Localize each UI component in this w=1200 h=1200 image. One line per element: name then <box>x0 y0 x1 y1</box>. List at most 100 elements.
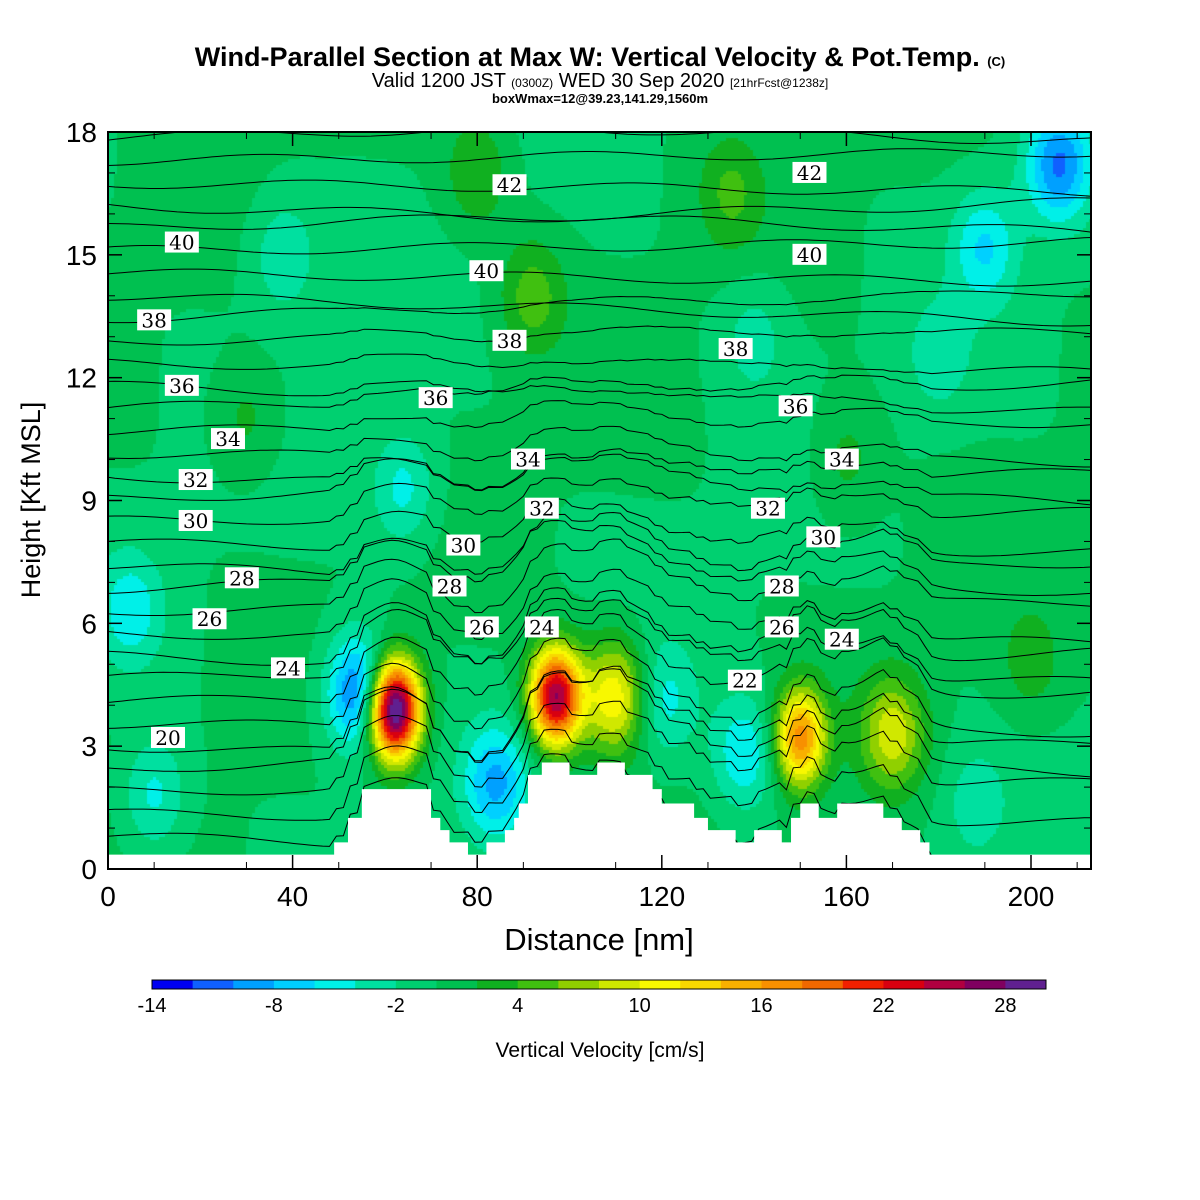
isentrope-label-bg <box>792 243 827 265</box>
isentrope-label-bg <box>492 329 527 351</box>
isentrope-label-bg <box>464 616 499 638</box>
isentrope-label: 20 <box>155 726 180 750</box>
isentrope-line <box>108 353 1091 375</box>
valid-date: WED 30 Sep 2020 <box>558 70 725 92</box>
isentrope-label-bg <box>524 497 559 519</box>
colorbar-swatch <box>802 980 844 989</box>
isentrope-label: 28 <box>437 574 462 598</box>
isentrope-label: 22 <box>732 669 757 693</box>
isentrope-label: 40 <box>797 243 822 267</box>
box-wmax-info: boxWmax=12@39.23,141.29,1560m <box>491 91 709 106</box>
isentrope-line <box>108 203 1091 233</box>
isentrope-line <box>108 453 1091 506</box>
isentrope-label-bg <box>432 575 467 597</box>
isentrope-label: 28 <box>229 566 254 590</box>
isentrope-label: 26 <box>469 615 494 639</box>
x-tick-label: 40 <box>277 881 308 912</box>
colorbar: -14 -8 -2 4 10 16 22 28 <box>138 979 1047 1017</box>
chart-title-text: Wind-Parallel Section at Max W: Vertical… <box>194 42 980 72</box>
isentrope-label-bg <box>164 231 199 253</box>
chart-title: Wind-Parallel Section at Max W: Vertical… <box>0 42 1200 73</box>
isentrope-label-bg <box>137 309 172 331</box>
velocity-field <box>108 132 1091 855</box>
isentrope-line <box>108 290 1091 324</box>
isentrope-line <box>108 511 1091 594</box>
isentrope-label: 38 <box>497 329 522 353</box>
isentrope-line <box>108 425 1091 468</box>
isentrope-label-bg <box>764 616 799 638</box>
valid-zulu: (0300Z) <box>511 76 554 90</box>
y-tick-label: 18 <box>66 117 97 148</box>
isentrope-label: 24 <box>275 656 300 680</box>
x-tick-label: 0 <box>100 881 116 912</box>
x-tick-label: 200 <box>1008 881 1055 912</box>
isentrope-line <box>108 237 1091 255</box>
isentrope-label-bg <box>824 448 859 470</box>
isentrope-line <box>108 400 1091 436</box>
isentrope-line <box>108 700 1091 796</box>
isentrope-label: 32 <box>755 497 780 521</box>
plot-area: 42 42 40 40 40 38 38 38 36 36 36 34 34 34 32 32 32 30 30 30… <box>108 132 1091 855</box>
isentrope-line <box>108 179 1091 197</box>
isentrope-label: 26 <box>769 615 794 639</box>
isentrope-line <box>108 148 1091 166</box>
colorbar-swatch <box>355 980 397 989</box>
colorbar-swatch <box>1005 980 1047 989</box>
isentrope-label-bg <box>418 387 453 409</box>
isentrope-label-bg <box>178 469 213 491</box>
isentrope-label: 32 <box>183 468 208 492</box>
valid-time: Valid 1200 JST <box>371 70 506 92</box>
isentrope-label-bg <box>192 608 227 630</box>
isentrope-label: 34 <box>829 448 854 472</box>
isentrope-line <box>108 132 1091 144</box>
colorbar-swatch <box>314 980 356 989</box>
isentrope-label: 24 <box>829 628 854 652</box>
isentrope-line <box>108 668 1091 778</box>
isentrope-line <box>108 637 1091 738</box>
colorbar-tick-label: 10 <box>629 995 651 1017</box>
isentrope-label: 36 <box>423 386 448 410</box>
isentrope-label: 34 <box>515 448 540 472</box>
isentrope-label-bg <box>792 161 827 183</box>
isentrope-label: 40 <box>474 259 499 283</box>
isentrope-line <box>108 477 1091 525</box>
isentrope-label: 36 <box>783 394 808 418</box>
isentrope-label: 24 <box>529 615 554 639</box>
colorbar-swatch <box>964 980 1006 989</box>
isentrope-label: 30 <box>183 509 208 533</box>
colorbar-tick-label: 16 <box>750 995 772 1017</box>
isentrope-label: 28 <box>769 574 794 598</box>
colorbar-swatch <box>273 980 316 989</box>
colorbar-frame <box>151 979 1047 990</box>
isentrope-label-bg <box>492 174 527 196</box>
colorbar-swatch <box>599 980 641 989</box>
isentrope-label-bg <box>778 395 813 417</box>
colorbar-tick-label: -8 <box>265 995 283 1017</box>
isentrope-label-bg <box>806 526 841 548</box>
colorbar-swatch <box>152 980 194 989</box>
y-axis-label: Height [Kft MSL] <box>16 402 46 599</box>
colorbar-tick-label: -2 <box>387 995 405 1017</box>
x-tick-label: 120 <box>638 881 685 912</box>
isentrope-label-bg <box>727 669 762 691</box>
isentrope-label-bg <box>510 448 545 470</box>
colorbar-swatch <box>639 980 681 989</box>
x-tick-label: 160 <box>823 881 870 912</box>
isentrope-line <box>108 608 1091 704</box>
y-tick-label: 6 <box>81 608 97 639</box>
isentrope-label-bg <box>469 260 504 282</box>
isentrope-line <box>108 519 1091 597</box>
chart-subtitle: Valid 1200 JST (0300Z) WED 30 Sep 2020 [… <box>0 70 1200 93</box>
colorbar-tick-label: 4 <box>512 995 523 1017</box>
isentrope-line <box>108 497 1091 557</box>
isentrope-label: 40 <box>169 231 194 255</box>
isentrope-label: 36 <box>169 374 194 398</box>
isentrope-label-bg <box>210 428 245 450</box>
isentrope-label: 42 <box>497 173 522 197</box>
isentrope-label: 30 <box>811 525 836 549</box>
colorbar-swatch <box>558 980 600 989</box>
isentrope-line <box>108 448 1091 501</box>
isentrope-label-bg <box>750 497 785 519</box>
